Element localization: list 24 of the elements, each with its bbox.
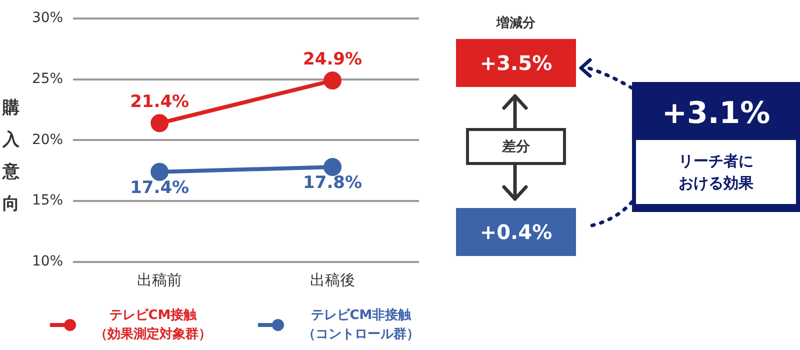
data-label: 17.4% [130,178,190,198]
text: +3.5% [456,39,576,87]
point [150,114,169,132]
y-axis-title: 購入意向 [2,97,20,216]
y-tick-label: 25% [32,70,64,87]
data-label: 17.8% [303,172,362,193]
y-tick-label: 10% [32,254,64,270]
text: 差分 [466,128,566,165]
y-tick-label: 15% [32,192,64,209]
text: テレビCM非接触（コントロール群） [302,306,420,344]
data-label: 21.4% [130,92,190,112]
point [324,72,342,90]
text: +3.1% [660,94,772,132]
point [150,162,169,181]
y-tick-label: 20% [32,132,64,148]
y-tick-label: 30% [32,10,64,26]
data-label: 24.9% [303,49,362,70]
point [324,158,342,176]
text: 増減分 [495,14,536,32]
x-tick-label: 出稿後 [310,270,356,289]
x-tick-label: 出稿前 [137,270,182,289]
text: +0.4% [456,208,576,256]
text: リーチ者における効果 [636,140,796,204]
text: テレビCM接触（効果測定対象群） [94,306,212,344]
